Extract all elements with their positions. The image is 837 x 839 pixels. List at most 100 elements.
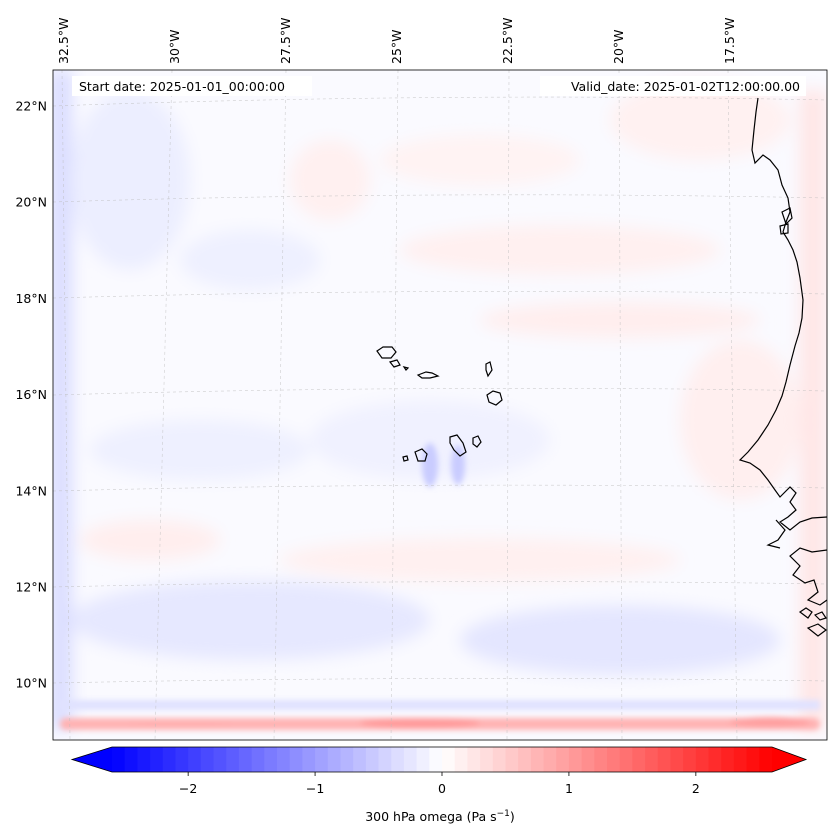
colorbar-cell (289, 747, 303, 772)
colorbar-cell (480, 747, 494, 772)
colorbar-cell (175, 747, 189, 772)
colorbar-cell (162, 747, 177, 772)
parallel-20n (53, 194, 827, 203)
parallel-14n (53, 484, 827, 492)
lat-label: 20°N (15, 195, 47, 210)
lon-label: 25°W (389, 29, 404, 64)
colorbar-cell (670, 747, 684, 772)
colorbar-cell (543, 747, 557, 772)
field-east-edge (800, 90, 826, 730)
colorbar-cell (238, 747, 253, 772)
island-sao-nicolau (416, 371, 440, 379)
colorbar-cell (568, 747, 583, 772)
colorbar-cell (327, 747, 342, 772)
colorbar-cell (213, 747, 227, 772)
meridian-17-5w (727, 70, 738, 740)
southern-band-core (360, 718, 480, 728)
field-blob (400, 225, 720, 275)
colorbar-outline (70, 746, 808, 773)
field-west-edge (53, 70, 72, 730)
colorbar-cell (150, 747, 164, 772)
field-blob (310, 400, 550, 480)
colorbar-tick-label: 2 (692, 781, 700, 796)
colorbar-cell (759, 747, 773, 772)
colorbar-cell (365, 747, 380, 772)
colorbar-cell (188, 747, 202, 772)
colorbar-cell (391, 747, 405, 772)
field-blob (80, 520, 220, 560)
lat-label: 22°N (15, 99, 47, 114)
field-blob (460, 605, 780, 675)
lat-label: 14°N (15, 483, 47, 498)
colorbar-label-suffix: ) (510, 809, 515, 824)
senegal-inlet (766, 519, 786, 549)
colorbar-extend-high (772, 747, 806, 772)
colorbar-cell (200, 747, 215, 772)
field-blob (680, 340, 800, 500)
meridian-20w (618, 70, 623, 740)
latitude-labels: 22°N 20°N 18°N 16°N 14°N 12°N 10°N (15, 99, 47, 691)
omega-field-bands (60, 443, 820, 730)
island-brava (402, 455, 409, 462)
parallel-10n (53, 678, 827, 684)
field-blob (280, 538, 680, 582)
colorbar-cell (378, 747, 392, 772)
colorbar-cell (556, 747, 570, 772)
field-blob (451, 445, 465, 485)
colorbar-cell (492, 747, 507, 772)
colorbar-cell (505, 747, 519, 772)
colorbar-cell (137, 747, 151, 772)
colorbar-cell (112, 747, 126, 772)
field-blob (480, 302, 760, 338)
field-blob (70, 580, 430, 660)
colorbar-tick-label: 1 (565, 781, 573, 796)
field-blob (290, 140, 370, 220)
coastal-islet (779, 223, 789, 235)
gridlines (53, 70, 827, 740)
lon-label: 27.5°W (278, 18, 293, 64)
west-africa-coastline (738, 97, 827, 531)
start-date-box (72, 76, 312, 96)
island-sal (485, 361, 493, 378)
colorbar-cell (518, 747, 532, 772)
colorbar-cell (721, 747, 735, 772)
parallel-18n (53, 290, 827, 299)
island-santa-luzia (402, 366, 410, 371)
island-sao-vicente (388, 359, 401, 368)
colorbar-cell (581, 747, 595, 772)
parallel-22n (53, 96, 827, 107)
colorbar-cell (124, 747, 138, 772)
southern-band-core (130, 720, 230, 728)
colorbar-tick-label: 0 (438, 781, 446, 796)
lat-label: 18°N (15, 291, 47, 306)
colorbar: −2 −1 0 1 2 300 hPa omega (Pa s−1) (70, 746, 808, 824)
coastlines (376, 97, 827, 637)
colorbar-cell (403, 747, 418, 772)
valid-date-label: Valid_date: 2025-01-02T12:00:00.00 (571, 79, 800, 94)
colorbar-cell (340, 747, 354, 772)
colorbar-cell (429, 747, 443, 772)
lon-label: 22.5°W (500, 18, 515, 64)
meridian-25w (390, 70, 399, 740)
lon-label: 32.5°W (56, 18, 71, 64)
field-blob (180, 230, 320, 290)
west-africa-coastline-south (789, 547, 827, 606)
colorbar-label-prefix: 300 hPa omega (Pa s (365, 809, 496, 824)
southern-inner-band (60, 700, 820, 710)
colorbar-cell (657, 747, 672, 772)
parallel-16n (53, 387, 827, 396)
longitude-labels: 32.5°W 30°W 27.5°W 25°W 22.5°W 20°W 17.5°W (56, 18, 737, 64)
colorbar-cell (733, 747, 748, 772)
map-panel: Start date: 2025-01-01_00:00:00 Valid_da… (53, 70, 827, 740)
meridian-30w (154, 70, 173, 740)
omega-field (53, 70, 826, 730)
colorbar-cell (607, 747, 621, 772)
lon-label: 20°W (611, 29, 626, 64)
parallel-12n (53, 581, 827, 588)
meridian-27-5w (273, 70, 287, 740)
colorbar-tick-label: −2 (179, 781, 197, 796)
field-blob (90, 420, 310, 480)
colorbar-cell (619, 747, 633, 772)
colorbar-cell (302, 747, 316, 772)
lat-label: 10°N (15, 676, 47, 691)
